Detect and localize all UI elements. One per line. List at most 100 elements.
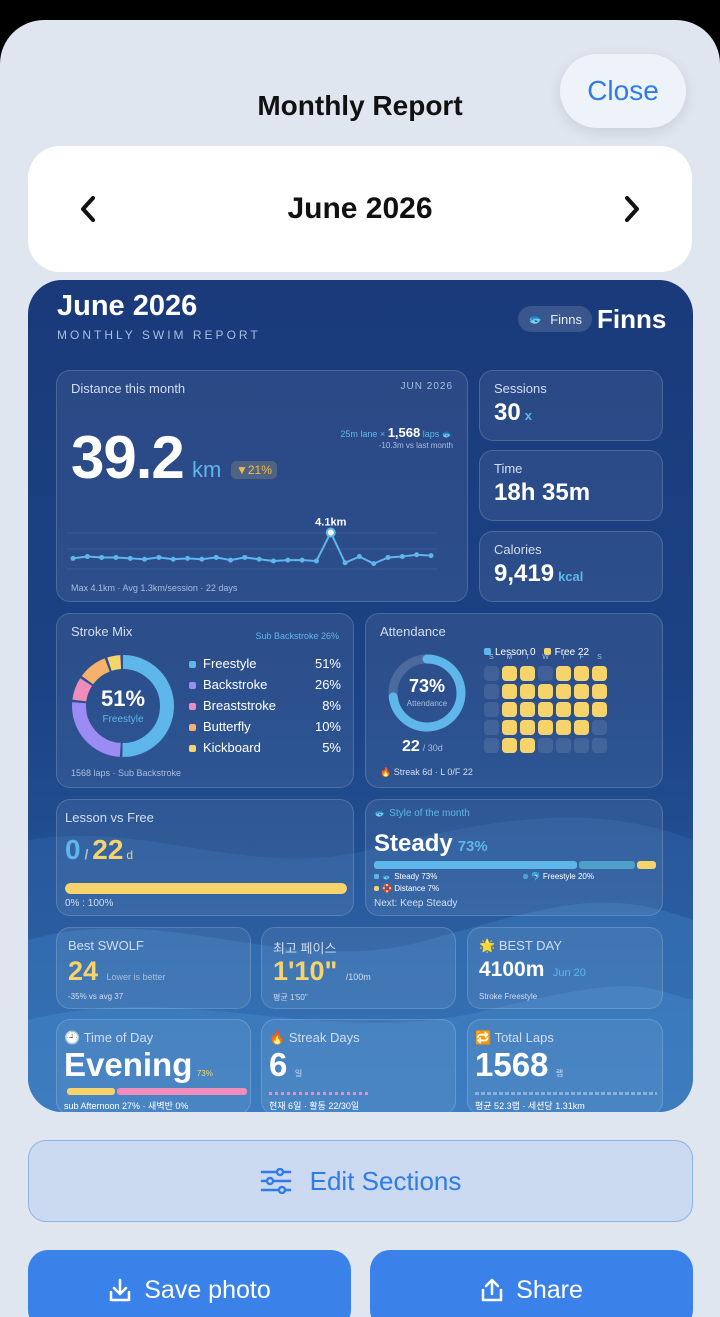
calendar-day [484, 720, 499, 735]
legend-pct: 8% [322, 698, 341, 713]
attendance-ring [388, 654, 466, 732]
brand-chip-label: Finns [550, 311, 582, 327]
vs-last-month: -10.3m vs last month [378, 441, 453, 450]
stroke-legend-item: Kickboard 5% [189, 737, 341, 758]
calendar-day [538, 666, 553, 681]
streak-activity-bar [269, 1092, 369, 1095]
month-label: June 2026 [287, 192, 433, 225]
distance-point [242, 554, 248, 560]
legend-name: Backstroke [203, 677, 268, 692]
share-button[interactable]: Share [370, 1250, 693, 1317]
time-label: Time [494, 461, 523, 476]
calendar-day [556, 666, 571, 681]
distance-card: Distance this month JUN 2026 25m lane × … [56, 370, 468, 602]
edit-sections-button[interactable]: Edit Sections [28, 1140, 693, 1222]
stroke-legend: Freestyle 51% Backstroke 26% Breaststroke 8% B… [189, 653, 341, 758]
calendar-day [538, 684, 553, 699]
chevron-left-icon[interactable] [78, 194, 100, 224]
stroke-legend-item: Butterfly 10% [189, 716, 341, 737]
calendar-day [592, 738, 607, 753]
stroke-legend-item: Freestyle 51% [189, 653, 341, 674]
calendar-day [502, 720, 517, 735]
donut-slice [107, 655, 122, 671]
peak-label: 4.1km [315, 517, 346, 529]
best-swolf-label: Best SWOLF [68, 938, 144, 953]
calendar-day [556, 702, 571, 717]
style-label: 🐟 Style of the month [374, 808, 470, 819]
time-card: Time 18h 35m [479, 450, 663, 521]
distance-point [385, 554, 391, 560]
distance-line [72, 530, 432, 565]
stroke-center-label: Freestyle [102, 714, 144, 725]
stroke-legend-item: Breaststroke 8% [189, 695, 341, 716]
stroke-donut-chart [72, 655, 174, 757]
style-card: 🐟 Style of the month Steady 73% 🐟 Steady … [365, 799, 663, 916]
streak-value: 6 일 [269, 1046, 303, 1083]
fish-icon: 🐟 [374, 808, 387, 819]
best-day-sub: Stroke Freestyle [479, 992, 538, 1001]
donut-slice [81, 658, 111, 685]
attendance-days: 22/ 30d [402, 738, 443, 755]
calendar-day [484, 702, 499, 717]
calendar-day [556, 684, 571, 699]
distance-point [325, 527, 336, 538]
calendar-day [484, 666, 499, 681]
attendance-legend: Lesson 0 Free 22 [484, 647, 589, 658]
time-of-day-label: 🕘 Time of Day [64, 1030, 154, 1045]
donut-slice [122, 655, 174, 757]
distance-point [84, 554, 90, 560]
distance-sparkline: 4.1km [67, 517, 437, 570]
style-bar [374, 861, 656, 869]
weekday-label: S [597, 654, 602, 661]
distance-point [70, 555, 76, 561]
distance-month-tag: JUN 2026 [400, 381, 453, 392]
streak-card: 🔥 Streak Days 6 일 현재 6일 · 활동 22/30일 [261, 1019, 456, 1112]
report-subtitle: MONTHLY SWIM REPORT [57, 328, 261, 342]
calendar-day [520, 666, 535, 681]
streak-label: 🔥 Streak Days [269, 1030, 360, 1045]
save-photo-button[interactable]: Save photo [28, 1250, 351, 1317]
distance-point [428, 553, 434, 559]
distance-point [213, 554, 219, 560]
calories-card: Calories 9,419 kcal [479, 531, 663, 602]
sessions-label: Sessions [494, 381, 547, 396]
stroke-mix-label: Stroke Mix [71, 624, 133, 639]
attendance-footer: 🔥 Streak 6d · L 0/F 22 [380, 767, 473, 777]
chevron-right-icon[interactable] [620, 194, 642, 224]
distance-point [414, 552, 420, 558]
distance-value: 39.2 [71, 424, 185, 491]
close-button[interactable]: Close [560, 54, 686, 128]
calendar-day [556, 720, 571, 735]
legend-name: Breaststroke [203, 698, 276, 713]
donut-slice [72, 678, 93, 702]
calendar-day [538, 702, 553, 717]
distance-point [270, 558, 276, 564]
style-next: Next: Keep Steady [374, 898, 458, 909]
time-of-day-value: Evening 73% [64, 1046, 213, 1083]
attendance-label: Attendance [380, 624, 446, 639]
time-value: 18h 35m [494, 479, 591, 506]
best-pace-sub: 평균 1'50" [273, 993, 308, 1002]
best-pace-value: 1'10" /100m [273, 956, 371, 986]
calendar-day [592, 702, 607, 717]
best-swolf-sub: -35% vs avg 37 [68, 992, 124, 1001]
legend-name: Freestyle [203, 656, 257, 671]
star-icon: 🌟 [479, 938, 496, 953]
attendance-ring-value: 73% [408, 676, 446, 696]
share-label: Share [516, 1276, 583, 1304]
calendar-day [502, 666, 517, 681]
distance-point [113, 554, 119, 560]
stroke-footer: 1568 laps · Sub Backstroke [71, 768, 182, 778]
best-swolf-card: Best SWOLF 24 Lower is better -35% vs av… [56, 927, 251, 1009]
calendar-day [520, 702, 535, 717]
weekday-label: M [506, 654, 513, 661]
distance-point [313, 558, 319, 564]
total-laps-label: 🔁 Total Laps [475, 1030, 554, 1045]
fish-icon: 🐟 [528, 311, 545, 326]
brand-chip: 🐟 Finns [518, 306, 592, 332]
style-tags: 🐟 Steady 73% 🐬 Freestyle 20% 🛟 Distance … [374, 872, 656, 893]
lesson-free-bar [65, 883, 347, 894]
best-day-card: 🌟 BEST DAY 4100m Jun 20 Stroke Freestyle [467, 927, 663, 1009]
calories-value: 9,419 kcal [494, 560, 584, 587]
total-laps-bar [475, 1092, 657, 1095]
